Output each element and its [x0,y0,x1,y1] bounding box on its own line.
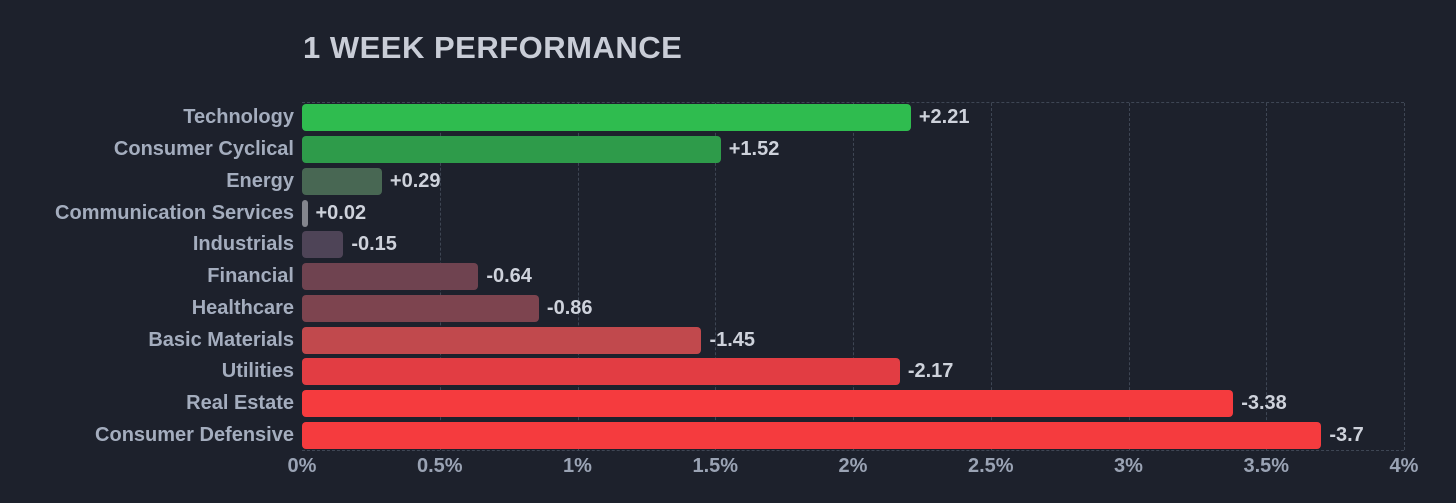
performance-bar [302,389,1234,417]
bar-row: Energy +0.29 [0,165,1456,197]
bar-row: Communication Services +0.02 [0,197,1456,229]
x-tick-label: 0.5% [416,455,463,477]
category-label: Industrials [192,233,294,256]
chart-title: 1 WEEK PERFORMANCE [303,30,683,65]
x-tick-label: 0% [287,455,317,477]
category-label: Financial [207,265,294,288]
performance-bar [302,358,900,386]
value-label: +0.29 [389,169,441,192]
gridline [1404,103,1405,450]
x-tick-label: 4% [1389,455,1419,477]
gridline [853,103,854,450]
performance-bar [302,263,479,291]
performance-bar [302,231,344,259]
category-label: Consumer Cyclical [113,138,294,161]
bar-row: Consumer Defensive -3.7 [0,419,1456,451]
category-label: Healthcare [191,296,294,319]
bar-row: Technology +2.21 [0,102,1456,134]
value-label: +0.02 [315,201,367,224]
x-tick-label: 3.5% [1243,455,1290,477]
value-label: -3.7 [1329,423,1364,446]
value-label: -3.38 [1241,391,1287,414]
bar-row: Real Estate -3.38 [0,388,1456,420]
gridline [715,103,717,450]
value-label: +1.52 [728,138,780,161]
x-axis: 0% 0.5% 1% 1.5% 2% 2.5% 3% 3.5% 4% [288,455,1419,485]
category-label: Energy [226,169,294,192]
category-label: Utilities [221,360,294,383]
x-tick-label: 1.5% [692,455,739,477]
bar-rows: Technology +2.21 Consumer Cyclical +1.52 Ene… [0,102,1456,451]
category-label: Basic Materials [148,328,294,351]
x-tick-label: 2.5% [967,455,1014,477]
value-label: +2.21 [918,106,970,129]
value-label: -0.64 [486,265,532,288]
bar-row: Industrials -0.15 [0,229,1456,261]
category-label: Consumer Defensive [95,423,294,446]
bar-row: Basic Materials -1.45 [0,324,1456,356]
category-label: Real Estate [186,391,294,414]
performance-bar [302,167,382,195]
bar-row: Financial -0.64 [0,261,1456,293]
value-label: -0.15 [351,233,397,256]
bar-row: Healthcare -0.86 [0,292,1456,324]
gridline [1266,103,1268,450]
performance-bar [302,136,721,164]
performance-bar [302,294,539,322]
gridline [990,103,992,450]
gridline [577,103,579,450]
category-label: Communication Services [55,201,294,224]
value-label: -0.86 [546,296,593,319]
performance-bar [302,104,911,132]
gridline [1128,103,1130,450]
bar-row: Consumer Cyclical +1.52 [0,134,1456,166]
performance-bar [302,421,1322,449]
performance-bar [302,326,702,354]
performance-bar [302,199,308,227]
x-tick-label: 2% [838,455,868,477]
x-tick-label: 1% [563,455,592,477]
value-label: -1.45 [709,328,756,351]
bar-row: Utilities -2.17 [0,356,1456,388]
value-label: -2.17 [907,360,954,383]
category-label: Technology [183,106,294,129]
x-tick-label: 3% [1114,455,1143,477]
